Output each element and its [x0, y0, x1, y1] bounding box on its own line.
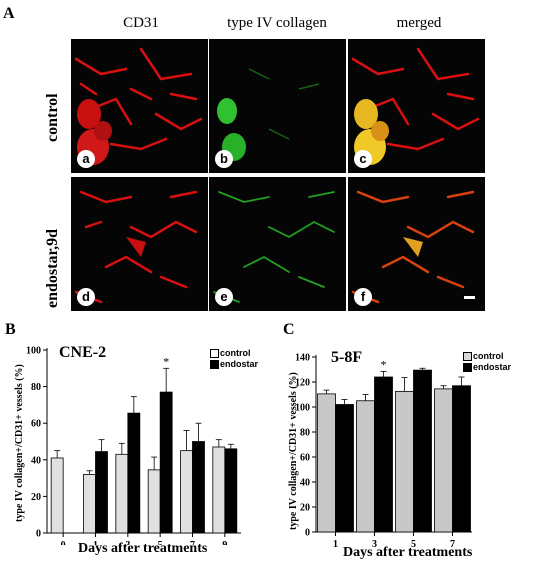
chart-b-plot: 0 20 40 60 80 100 0 1 3 5 7 9 * [26, 346, 241, 545]
bar-control-3 [356, 400, 375, 533]
bar-endostar-3 [127, 412, 141, 534]
micrograph-collagen-endostar: e [209, 177, 346, 311]
micrograph-merged-control: c [348, 39, 485, 173]
y-tick-label: 60 [300, 453, 310, 464]
significance-marker: * [381, 357, 387, 371]
cd31-control-image [74, 47, 203, 165]
y-tick-label: 80 [300, 428, 310, 439]
column-header-cd31: CD31 [123, 15, 159, 31]
y-tick-label: 0 [36, 529, 41, 540]
micrograph-merged-endostar: f [348, 177, 485, 311]
panel-label-b: B [5, 321, 16, 338]
micrograph-cd31-control: a [71, 39, 208, 173]
x-tick-label: 1 [93, 540, 98, 545]
sublabel-f: f [354, 288, 372, 306]
bar-control-3 [115, 453, 129, 534]
sublabel-b: b [215, 150, 233, 168]
merged-control-image [351, 47, 480, 165]
chart-b-xlabel: Days after treatments [78, 541, 208, 556]
x-tick-label: 9 [222, 540, 227, 545]
row-header-control: control [44, 93, 61, 142]
bar-control-9 [212, 446, 226, 534]
micrograph-cd31-endostar: d [71, 177, 208, 311]
bar-endostar-7 [452, 385, 471, 533]
row-header-endostar: endostar,9d [44, 229, 61, 308]
cd31-endostar-image [74, 190, 198, 304]
bar-endostar-1 [95, 451, 108, 534]
column-header-merged: merged [396, 15, 442, 31]
legend-control: control [210, 348, 258, 359]
y-tick-label: 100 [295, 403, 310, 414]
chart-c-xlabel: Days after treatments [343, 545, 473, 560]
bar-endostar-5 [159, 391, 173, 534]
y-tick-label: 100 [26, 346, 41, 357]
x-tick-label: 7 [450, 539, 455, 550]
x-tick-label: 3 [372, 539, 377, 550]
sublabel-a: a [77, 150, 95, 168]
y-tick-label: 20 [31, 492, 41, 503]
chart-b-title: CNE-2 [59, 344, 107, 361]
micrograph-collagen-control: b [209, 39, 346, 173]
y-tick-label: 120 [295, 378, 310, 389]
chart-c-plot: 0 20 40 60 80 100 120 140 1 3 5 7 * [295, 353, 472, 550]
y-tick-label: 0 [305, 528, 310, 539]
bar-control-1 [317, 393, 336, 533]
x-tick-label: 7 [190, 540, 195, 545]
x-tick-label: 3 [125, 540, 130, 545]
panel-label-c: C [283, 321, 295, 338]
x-tick-label: 0 [61, 540, 66, 545]
bar-endostar-9 [224, 448, 238, 534]
y-tick-label: 20 [300, 503, 310, 514]
scale-bar [464, 296, 475, 299]
y-tick-label: 60 [31, 419, 41, 430]
sublabel-d: d [77, 288, 95, 306]
bar-endostar-3 [374, 376, 393, 533]
panel-label-a: A [3, 5, 15, 22]
bar-control-7 [434, 388, 453, 533]
bar-control-5 [147, 469, 161, 534]
column-header-collagen: type IV collagen [227, 15, 327, 31]
bar-endostar-1 [335, 404, 354, 533]
legend-control: control [463, 351, 511, 362]
bar-endostar-5 [413, 369, 432, 533]
bar-control-0 [50, 457, 64, 534]
bar-control-5 [395, 390, 414, 533]
chart-c-legend: control endostar [463, 351, 511, 373]
y-tick-label: 140 [295, 353, 310, 364]
sublabel-e: e [215, 288, 233, 306]
x-tick-label: 5 [411, 539, 416, 550]
significance-marker: * [163, 354, 169, 368]
legend-endostar: endostar [210, 359, 258, 370]
chart-c-title: 5-8F [331, 349, 363, 366]
bar-endostar-7 [192, 441, 205, 534]
y-tick-label: 40 [300, 478, 310, 489]
bar-control-7 [180, 450, 193, 534]
bar-control-1 [83, 474, 96, 534]
legend-endostar: endostar [463, 362, 511, 373]
x-tick-label: 5 [158, 540, 163, 545]
x-tick-label: 1 [333, 539, 338, 550]
sublabel-c: c [354, 150, 372, 168]
chart-b-legend: control endostar [210, 348, 258, 370]
y-tick-label: 80 [31, 382, 41, 393]
y-tick-label: 40 [31, 455, 41, 466]
merged-endostar-image [351, 190, 475, 304]
collagen-endostar-image [213, 191, 335, 303]
